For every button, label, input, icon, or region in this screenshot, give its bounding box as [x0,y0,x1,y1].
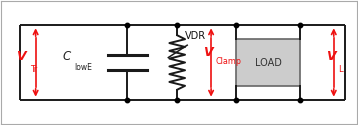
Text: L: L [338,65,343,74]
Text: Clamp: Clamp [215,57,241,66]
Text: LOAD: LOAD [255,58,282,68]
Text: V: V [326,50,336,63]
Text: C: C [63,50,71,63]
Text: Tr: Tr [30,65,38,74]
Text: VDR: VDR [185,31,206,41]
Text: lowE: lowE [74,63,92,72]
Text: V: V [16,50,25,63]
Text: V: V [203,46,213,59]
Bar [236,39,300,86]
